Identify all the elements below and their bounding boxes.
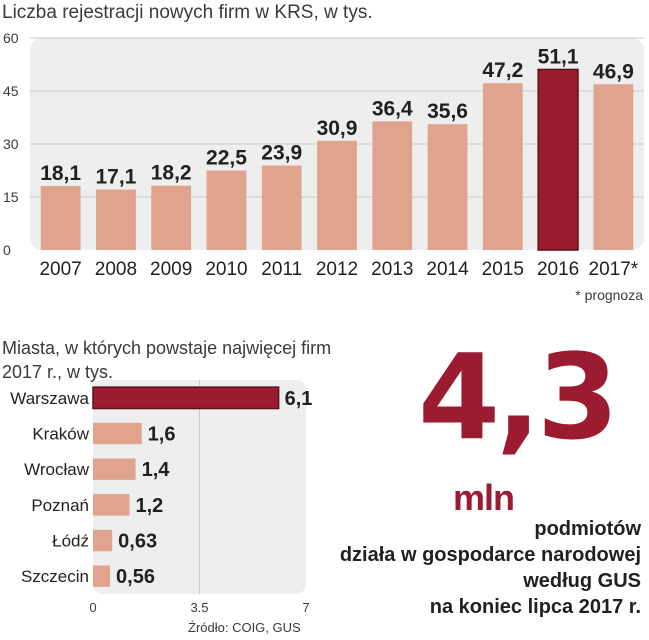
bar [93, 494, 130, 516]
x-tick-label: 2009 [150, 259, 192, 280]
bar-value-label: 1,4 [142, 459, 171, 481]
bar [93, 458, 136, 480]
x-tick-label: 3.5 [190, 600, 208, 615]
description-line3: według GUS [523, 570, 641, 592]
x-tick-label: 2014 [426, 259, 469, 280]
y-tick-label: Łódź [52, 532, 89, 551]
forecast-note: * prognoza [575, 287, 643, 303]
bar-value-label: 0,56 [116, 566, 155, 588]
bar-value-label: 18,2 [151, 162, 192, 185]
y-tick-label: Warszawa [10, 389, 89, 408]
x-tick-label: 7 [302, 600, 309, 615]
registrations-bar-chart: 0 15 30 45 60 18,1 2007 17,1 2008 18,2 2009 22,5 201… [3, 30, 644, 280]
bar-value-label: 30,9 [317, 117, 358, 140]
bar [40, 186, 81, 250]
bar-value-label: 51,1 [538, 45, 579, 68]
y-tick-label: 30 [3, 136, 19, 152]
y-tick-label: Kraków [32, 425, 89, 444]
bar [93, 422, 142, 445]
y-tick-label: 60 [3, 30, 19, 46]
x-tick-label: 2013 [371, 259, 413, 280]
bottom-chart-title: Miasta, w których powstaje najwięcej fir… [2, 336, 342, 384]
bar-value-label: 22,5 [206, 147, 247, 170]
cities-bar-chart: 0 3.5 7 6,1 Warszawa 1,6 Kraków 1,4 Wrocław 1,2 Po… [10, 380, 313, 615]
bar-value-label: 35,6 [427, 100, 468, 123]
bottom-chart-title-line1: Miasta, w których powstaje najwięcej fir… [2, 338, 332, 358]
bar [427, 124, 468, 250]
bar [92, 386, 280, 410]
source-note: Źródło: COIG, GUS [188, 620, 301, 635]
bottom-chart-title-line2: 2017 r., w tys. [2, 362, 114, 382]
bar-value-label: 36,4 [372, 97, 413, 120]
bar [206, 170, 247, 250]
bar [482, 83, 523, 250]
y-tick-label: Poznań [31, 496, 89, 515]
bar-value-label: 6,1 [285, 388, 313, 410]
bar [317, 140, 357, 250]
bar-value-label: 0,63 [118, 531, 157, 553]
bar [593, 84, 634, 250]
bar [96, 189, 136, 250]
bar-value-label: 1,6 [148, 424, 176, 446]
bar [93, 529, 113, 552]
x-tick-label: 2015 [482, 259, 524, 280]
x-tick-label: 2016 [537, 259, 579, 280]
bar-value-label: 47,2 [482, 59, 523, 82]
x-tick-label: 2007 [39, 259, 81, 280]
bar [372, 121, 413, 251]
description-line2: działa w gospodarce narodowej [339, 544, 641, 566]
description-line1: podmiotów [534, 518, 641, 540]
bar-value-label: 46,9 [593, 60, 634, 83]
y-tick-label: Wrocław [24, 460, 90, 479]
x-tick-label: 2012 [316, 259, 358, 280]
big-number-description: podmiotów działa w gospodarce narodowej … [301, 516, 641, 620]
bar-value-label: 18,1 [40, 162, 81, 185]
big-number: 4,3 [418, 328, 619, 466]
y-tick-label: 45 [3, 83, 19, 99]
description-line4: na koniec lipca 2017 r. [429, 596, 641, 618]
y-tick-label: 15 [3, 189, 19, 205]
x-tick-label: 2010 [205, 259, 247, 280]
x-tick-label: 0 [89, 600, 96, 615]
x-tick-label: 2017* [589, 259, 639, 280]
bar [151, 185, 192, 250]
top-chart-title: Liczba rejestracji nowych firm w KRS, w … [2, 2, 373, 23]
bar [93, 565, 111, 587]
big-number-unit: mln [453, 477, 515, 518]
y-tick-label: Szczecin [21, 567, 89, 586]
bar-value-label: 17,1 [95, 166, 136, 189]
y-tick-label: 0 [3, 242, 11, 258]
bar [261, 165, 302, 250]
bar-value-label: 23,9 [261, 142, 302, 165]
x-tick-label: 2011 [261, 259, 302, 280]
bar-value-label: 1,2 [136, 495, 164, 517]
bar [537, 68, 579, 251]
x-tick-label: 2008 [95, 259, 137, 280]
